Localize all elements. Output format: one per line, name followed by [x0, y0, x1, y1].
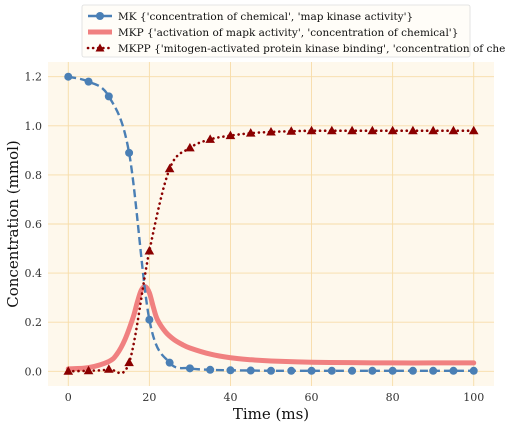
y-tick-label: 0.0 — [25, 365, 43, 378]
y-tick-label: 1.0 — [25, 120, 43, 133]
x-axis-title: Time (ms) — [233, 405, 309, 423]
grid — [48, 62, 494, 386]
series-layer — [63, 72, 479, 375]
x-tick-label: 40 — [223, 391, 237, 404]
data-point-mkpp — [448, 125, 459, 135]
data-point-mkpp — [124, 357, 134, 367]
data-point-mk — [104, 92, 113, 101]
data-point-mk — [165, 358, 174, 367]
data-point-mk — [125, 148, 134, 157]
legend-label-mkpp: MKPP {'mitogen-activated protein kinase … — [118, 43, 505, 55]
data-point-mkpp — [245, 128, 256, 137]
y-tick-label: 0.2 — [25, 316, 43, 329]
legend-label-mk: MK {'concentration of chemical', 'map ki… — [118, 11, 413, 23]
data-point-mk — [64, 72, 73, 81]
data-point-mk — [429, 366, 438, 375]
data-point-mkpp — [185, 142, 195, 152]
data-point-mk — [368, 366, 377, 375]
data-point-mk — [327, 366, 336, 375]
data-point-mkpp — [83, 365, 94, 375]
x-tick-label: 0 — [65, 391, 72, 404]
series-mkpp — [63, 125, 479, 375]
data-point-mkpp — [205, 134, 215, 143]
data-point-mkpp — [225, 130, 236, 140]
data-point-mk — [226, 366, 235, 375]
data-point-mk — [388, 366, 397, 375]
data-point-mkpp — [327, 125, 337, 135]
data-point-mkpp — [104, 364, 114, 373]
legend-box — [81, 4, 471, 58]
data-point-mk — [145, 315, 154, 324]
legend-item-mkpp: MKPP {'mitogen-activated protein kinase … — [86, 43, 505, 55]
x-tick-label: 80 — [386, 391, 400, 404]
legend: MK {'concentration of chemical', 'map ki… — [81, 4, 505, 58]
legend-marker-mk — [96, 12, 104, 20]
data-point-mk — [185, 364, 194, 373]
data-point-mk — [307, 366, 316, 375]
data-point-mkpp — [367, 125, 378, 135]
legend-marker-mkpp — [95, 43, 105, 52]
data-point-mk — [469, 366, 478, 375]
data-point-mkpp — [164, 163, 175, 173]
data-point-mk — [449, 366, 458, 375]
legend-label-mkp: MKP {'activation of mapk activity', 'con… — [118, 27, 458, 39]
data-point-mkpp — [266, 126, 276, 136]
data-point-mk — [267, 366, 275, 375]
x-tick-label: 100 — [463, 391, 484, 404]
series-mkp — [65, 284, 477, 372]
y-tick-label: 0.6 — [25, 218, 43, 231]
data-point-mk — [206, 365, 215, 374]
data-point-mkpp — [306, 125, 317, 135]
y-axis-title: Concentration (mmol) — [4, 140, 22, 308]
series-line-mkp — [65, 284, 477, 372]
data-point-mkpp — [428, 125, 438, 135]
x-tick-label: 20 — [142, 391, 156, 404]
data-point-mk — [84, 77, 93, 86]
data-point-mk — [287, 366, 296, 375]
data-point-mk — [348, 366, 357, 375]
y-tick-label: 1.2 — [25, 71, 43, 84]
data-point-mkpp — [387, 125, 398, 135]
data-point-mkpp — [347, 125, 357, 135]
data-point-mk — [408, 366, 417, 375]
legend-item-mkp: MKP {'activation of mapk activity', 'con… — [88, 27, 458, 39]
y-tick-label: 0.8 — [25, 169, 43, 182]
y-tick-label: 0.4 — [25, 267, 43, 280]
data-point-mkpp — [63, 366, 74, 375]
axis-ticks: 0 20 40 60 80 100 0.0 0.2 0.4 0.6 0.8 1.0 1.2 — [25, 71, 485, 404]
data-point-mkpp — [468, 125, 479, 135]
data-point-mkpp — [144, 246, 155, 255]
x-tick-label: 60 — [305, 391, 319, 404]
data-point-mkpp — [286, 126, 297, 135]
legend-item-mk: MK {'concentration of chemical', 'map ki… — [88, 11, 413, 23]
series-mk — [64, 72, 478, 375]
data-point-mk — [246, 366, 255, 375]
data-point-mkpp — [408, 125, 418, 135]
